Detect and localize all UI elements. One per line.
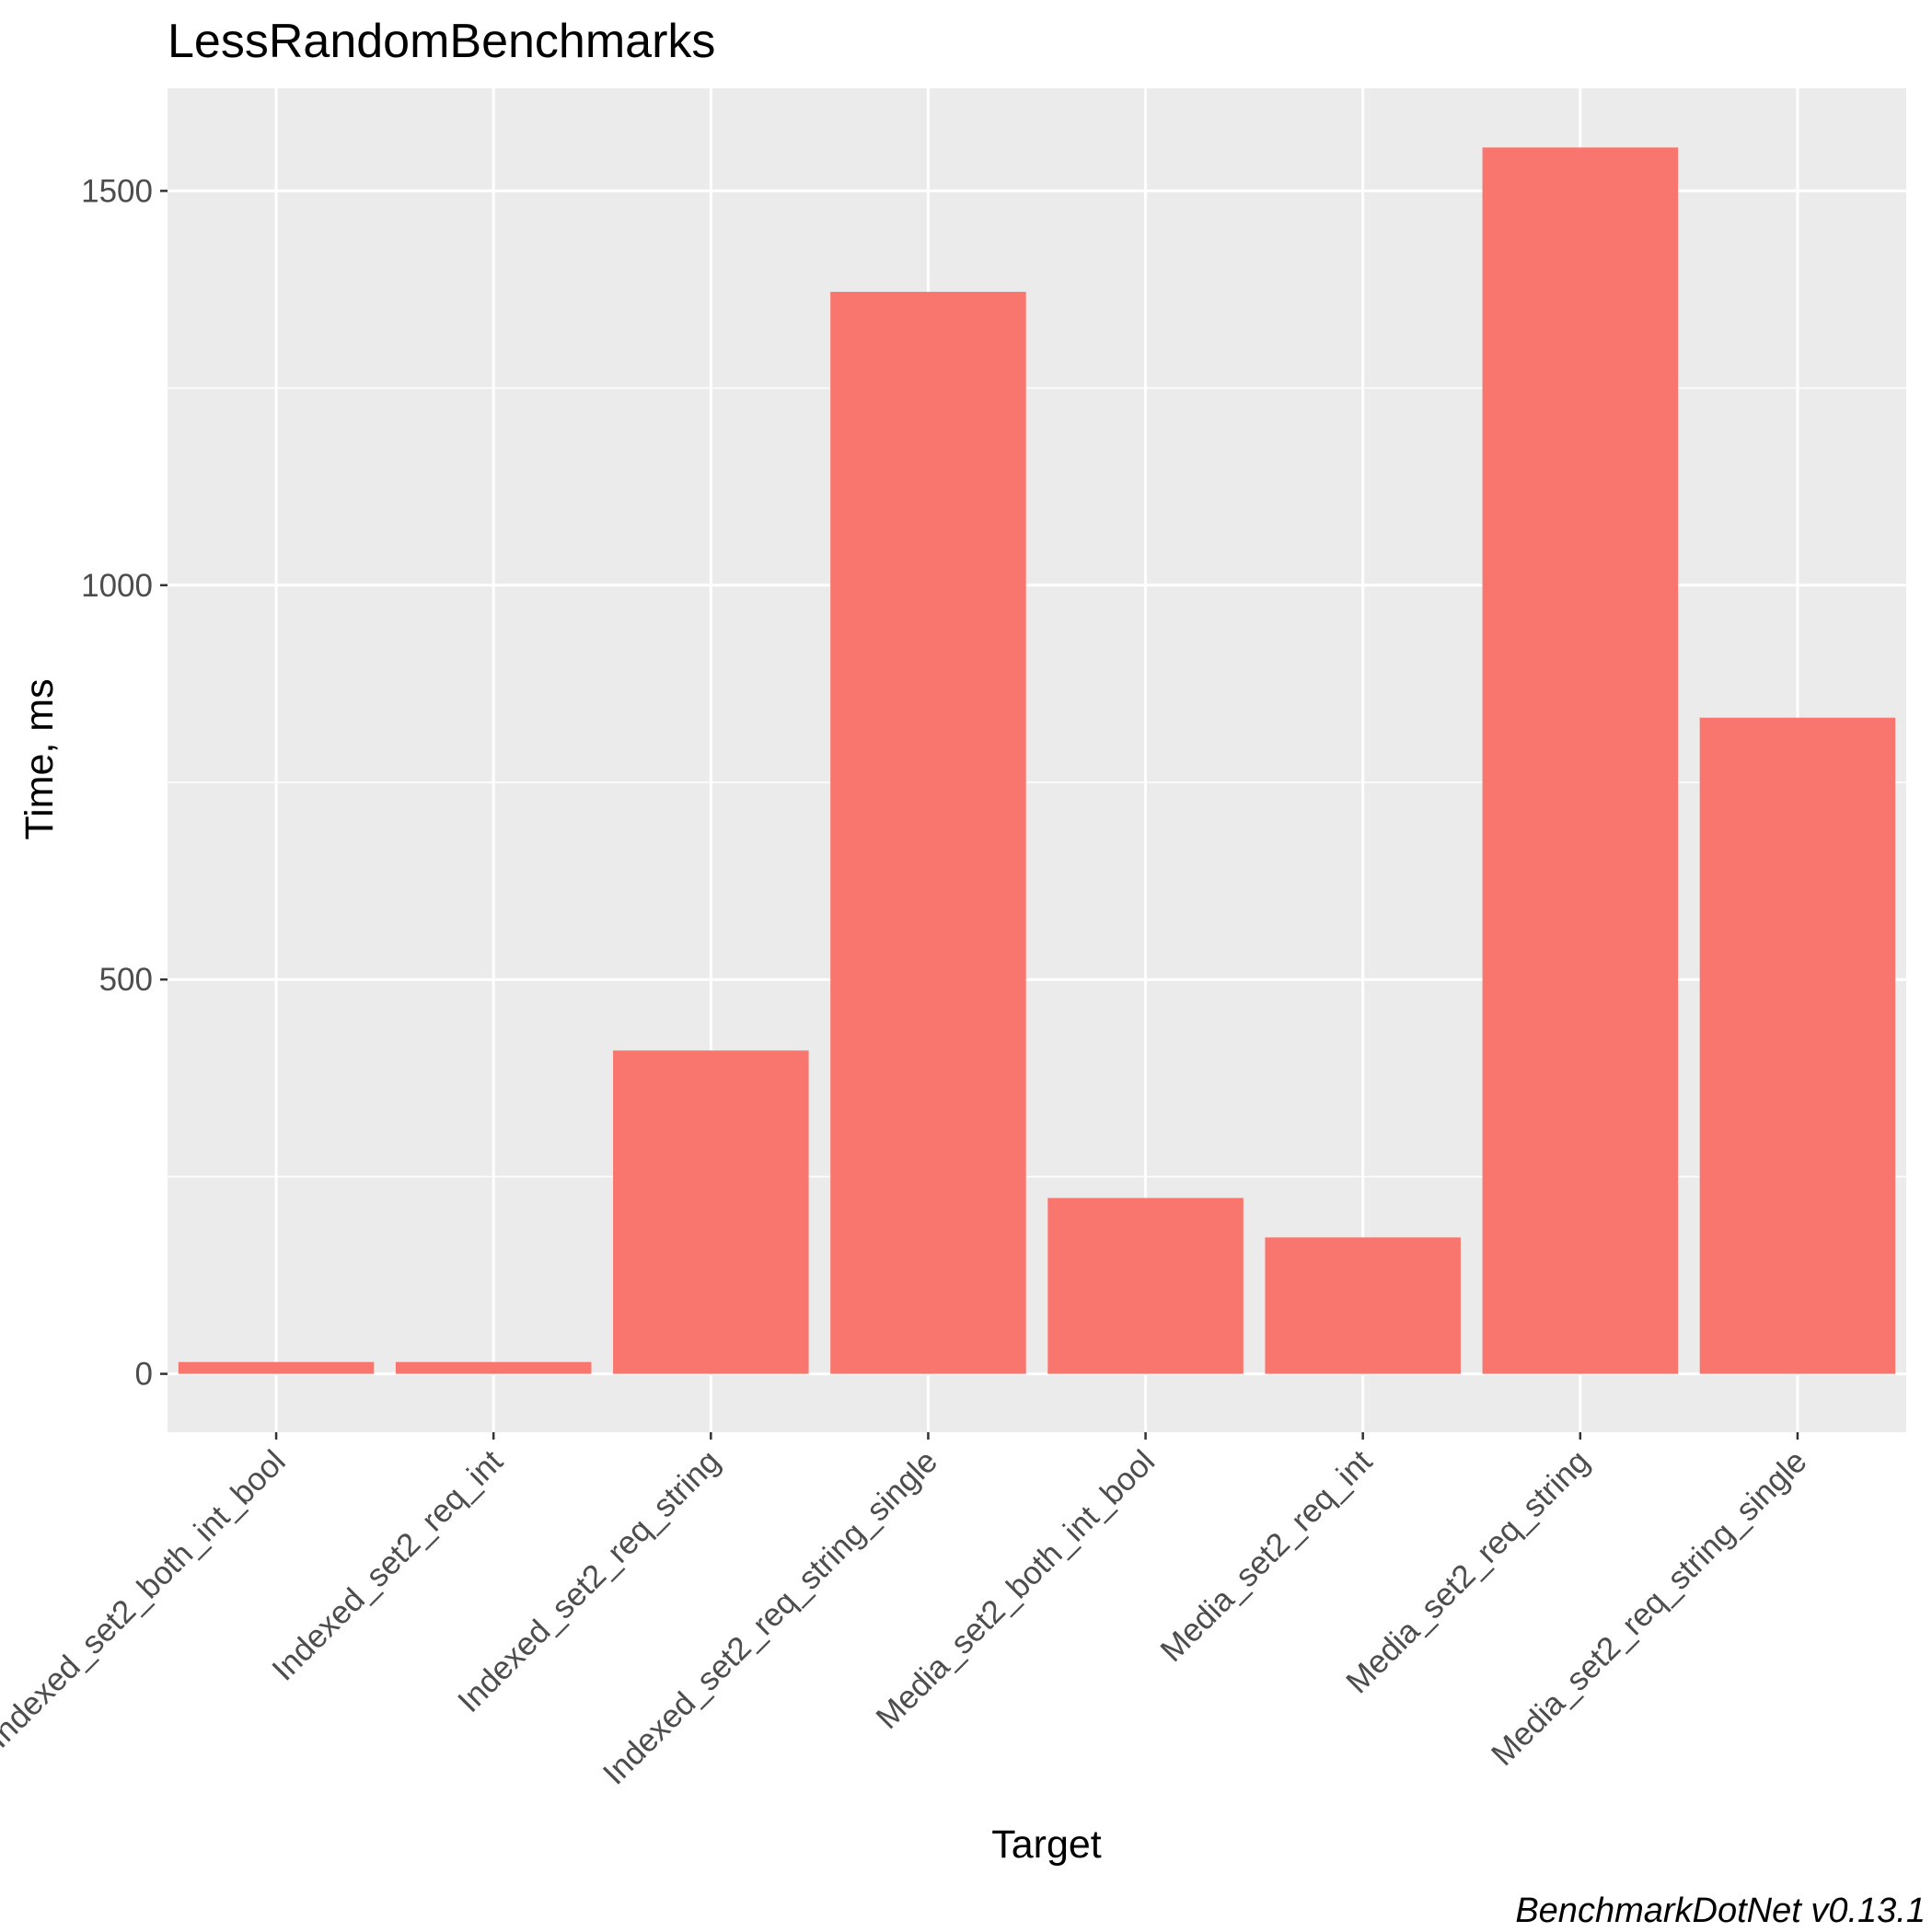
x-tick-label: Media_set2_req_int xyxy=(1153,1443,1379,1669)
y-tick-label: 1000 xyxy=(81,568,153,604)
bar-indexed-set2-req-string xyxy=(613,1050,809,1373)
bar-media-set2-req-int xyxy=(1265,1237,1461,1373)
bar-media-set2-both-int-bool xyxy=(1047,1198,1244,1374)
x-tick-label: Media_set2_req_string xyxy=(1339,1443,1596,1700)
bar-indexed-set2-both-int-bool xyxy=(179,1362,375,1374)
x-tick-label: Indexed_set2_req_int xyxy=(265,1443,510,1688)
bar-indexed-set2-req-string-single xyxy=(830,292,1026,1374)
caption: BenchmarkDotNet v0.13.1 xyxy=(1515,1892,1926,1930)
x-tick-label: Indexed_set2_both_int_bool xyxy=(0,1443,293,1755)
y-tick-label: 1500 xyxy=(81,173,153,209)
y-tick-label: 0 xyxy=(135,1357,153,1393)
bar-media-set2-req-string-single xyxy=(1700,718,1896,1374)
bar-indexed-set2-req-int xyxy=(396,1362,592,1374)
y-axis-title: Time, ms xyxy=(17,678,62,839)
chart-title: LessRandomBenchmarks xyxy=(168,15,715,68)
bar-media-set2-req-string xyxy=(1483,147,1679,1373)
y-tick-label: 500 xyxy=(99,962,153,998)
x-axis-title: Target xyxy=(991,1822,1102,1867)
